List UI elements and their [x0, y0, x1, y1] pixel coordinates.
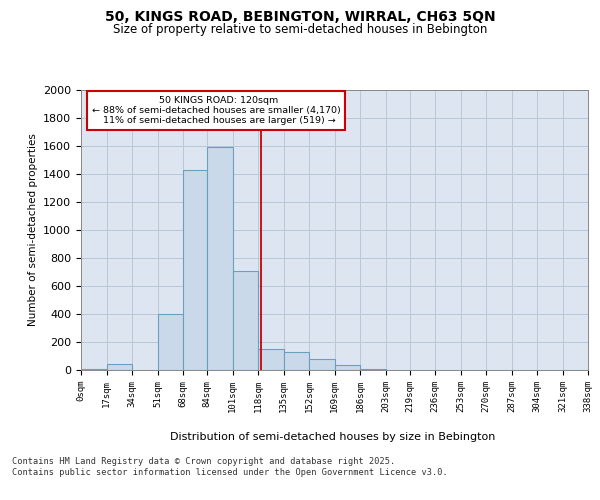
- Y-axis label: Number of semi-detached properties: Number of semi-detached properties: [28, 134, 38, 326]
- Bar: [157, 314, 183, 370]
- Text: Contains HM Land Registry data © Crown copyright and database right 2025.
Contai: Contains HM Land Registry data © Crown c…: [12, 458, 448, 477]
- Bar: [107, 364, 132, 370]
- Bar: [233, 270, 258, 370]
- Bar: [335, 365, 360, 370]
- Bar: [284, 352, 309, 370]
- Text: Distribution of semi-detached houses by size in Bebington: Distribution of semi-detached houses by …: [170, 432, 496, 442]
- Bar: [207, 148, 233, 370]
- Text: 50, KINGS ROAD, BEBINGTON, WIRRAL, CH63 5QN: 50, KINGS ROAD, BEBINGTON, WIRRAL, CH63 …: [104, 10, 496, 24]
- Bar: [183, 170, 207, 370]
- Text: Size of property relative to semi-detached houses in Bebington: Size of property relative to semi-detach…: [113, 22, 487, 36]
- Text: 50 KINGS ROAD: 120sqm
← 88% of semi-detached houses are smaller (4,170)
  11% of: 50 KINGS ROAD: 120sqm ← 88% of semi-deta…: [92, 96, 340, 126]
- Bar: [309, 359, 335, 370]
- Bar: [258, 349, 284, 370]
